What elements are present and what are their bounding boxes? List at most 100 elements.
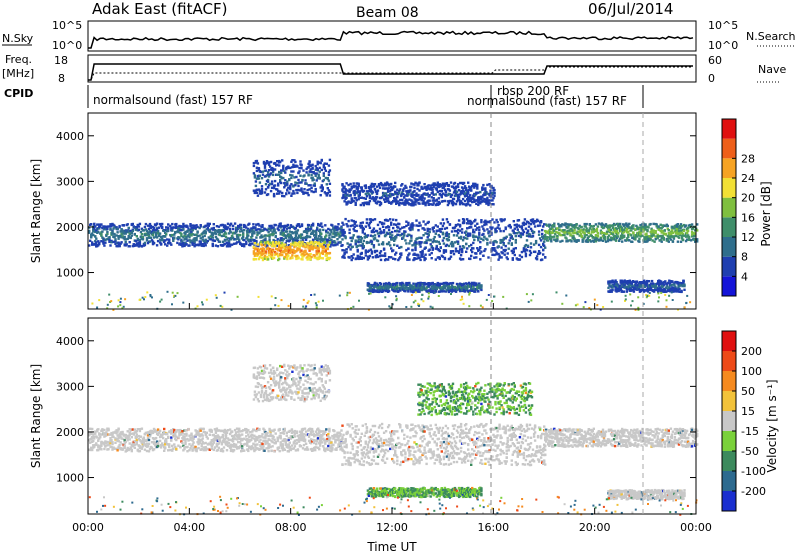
power-cell-1637 bbox=[278, 164, 280, 166]
power-cell-2567 bbox=[497, 246, 499, 248]
power-cell-2501 bbox=[482, 255, 484, 257]
power-cell-2384 bbox=[457, 243, 459, 245]
power-cell-3035 bbox=[402, 190, 404, 192]
power-cell-2416 bbox=[463, 222, 465, 224]
power-cell-1096 bbox=[324, 224, 326, 226]
power-cell-2767 bbox=[543, 241, 545, 243]
nsky-axis-top: 10^5 bbox=[52, 19, 82, 32]
power-cell-392 bbox=[174, 232, 176, 234]
power-cell-778 bbox=[255, 240, 257, 242]
power-cell-3417 bbox=[484, 187, 486, 189]
power-cell-477 bbox=[190, 240, 192, 242]
power-cell-2574 bbox=[499, 230, 501, 232]
power-cell-1798 bbox=[315, 175, 317, 177]
cpid-label: CPID bbox=[4, 87, 33, 100]
power-cell-227 bbox=[137, 238, 139, 240]
power-cell-3407 bbox=[482, 184, 484, 186]
power-cell-118 bbox=[113, 236, 115, 238]
power-cell-1540 bbox=[257, 162, 259, 164]
power-cell-4583 bbox=[677, 241, 679, 243]
power-cell-1130 bbox=[331, 224, 333, 226]
power-cell-4522 bbox=[665, 233, 667, 235]
power-cell-785 bbox=[257, 228, 259, 230]
power-cell-3454 bbox=[493, 195, 495, 197]
power-cell-2316 bbox=[442, 225, 444, 227]
power-cell-1726 bbox=[299, 175, 301, 177]
power-cell-721 bbox=[243, 239, 245, 241]
power-cell-2321 bbox=[443, 237, 445, 239]
power-cell-2745 bbox=[538, 244, 540, 246]
power-cell-2642 bbox=[515, 239, 517, 241]
power-cell-4221 bbox=[600, 239, 602, 241]
power-cell-3311 bbox=[463, 182, 465, 184]
power-cell-1674 bbox=[286, 189, 288, 191]
power-cell-989 bbox=[301, 223, 303, 225]
power-cell-142 bbox=[118, 226, 120, 228]
power-cell-4334 bbox=[623, 229, 625, 231]
power-cell-657 bbox=[229, 228, 231, 230]
power-cell-2005 bbox=[372, 235, 374, 237]
power-cell-2651 bbox=[517, 229, 519, 231]
power-cell-2315 bbox=[442, 239, 444, 241]
cpid-program-3: normalsound (fast) 157 RF bbox=[467, 94, 627, 108]
power-cell-2508 bbox=[483, 229, 485, 231]
power-cell-679 bbox=[235, 227, 237, 229]
power-cell-2460 bbox=[472, 229, 474, 231]
power-cell-4648 bbox=[693, 238, 695, 240]
power-cell-2292 bbox=[436, 246, 438, 248]
power-cell-1881 bbox=[346, 225, 348, 227]
power-cell-2569 bbox=[497, 224, 499, 226]
power-cell-4883 bbox=[654, 289, 656, 291]
power-cell-1741 bbox=[302, 169, 304, 171]
power-cell-1617 bbox=[273, 194, 275, 196]
power-cell-1497 bbox=[324, 242, 326, 244]
power-cell-1883 bbox=[347, 220, 349, 222]
power-cell-1568 bbox=[264, 167, 266, 169]
power-cell-1969 bbox=[365, 225, 367, 227]
power-cell-2314 bbox=[442, 218, 444, 220]
power-cell-1601 bbox=[270, 190, 272, 192]
power-cell-716 bbox=[242, 234, 244, 236]
power-cell-1859 bbox=[341, 244, 343, 246]
power-cell-3090 bbox=[413, 190, 415, 192]
power-cell-4227 bbox=[601, 232, 603, 234]
power-cell-2078 bbox=[388, 226, 390, 228]
power-cell-1819 bbox=[321, 169, 323, 171]
power-cell-3060 bbox=[407, 193, 409, 195]
power-cell-859 bbox=[275, 235, 277, 237]
power-cell-2503 bbox=[482, 233, 484, 235]
power-cell-1851 bbox=[329, 169, 331, 171]
power-cell-1294 bbox=[278, 258, 280, 260]
power-cell-763 bbox=[252, 223, 254, 225]
power-cell-598 bbox=[219, 241, 221, 243]
power-cell-2215 bbox=[418, 237, 420, 239]
power-cell-159 bbox=[123, 224, 125, 226]
power-cell-1738 bbox=[301, 179, 303, 181]
power-cell-3272 bbox=[455, 194, 457, 196]
power-cell-481 bbox=[191, 229, 193, 231]
power-cell-1843 bbox=[327, 192, 329, 194]
power-cell-3425 bbox=[486, 193, 488, 195]
power-cell-2057 bbox=[383, 229, 385, 231]
power-cell-2561 bbox=[495, 219, 497, 221]
power-cell-3076 bbox=[410, 186, 412, 188]
power-cell-2062 bbox=[384, 255, 386, 257]
power-cell-319 bbox=[156, 244, 158, 246]
power-cell-3324 bbox=[465, 187, 467, 189]
power-cell-3452 bbox=[493, 189, 495, 191]
power-cell-2302 bbox=[439, 235, 441, 237]
power-cell-3355 bbox=[470, 189, 472, 191]
power-cell-1101 bbox=[325, 234, 327, 236]
power-cell-1877 bbox=[345, 251, 347, 253]
power-cell-1836 bbox=[325, 170, 327, 172]
power-cell-2028 bbox=[377, 240, 379, 242]
power-cell-3106 bbox=[417, 199, 419, 201]
power-cell-1957 bbox=[362, 221, 364, 223]
freq-label: Freq. bbox=[5, 53, 32, 66]
power-cell-695 bbox=[238, 239, 240, 241]
power-cell-3448 bbox=[492, 197, 494, 199]
power-cell-2633 bbox=[513, 251, 515, 253]
power-cell-4611 bbox=[683, 230, 685, 232]
power-cell-374 bbox=[170, 244, 172, 246]
power-cell-2367 bbox=[453, 234, 455, 236]
